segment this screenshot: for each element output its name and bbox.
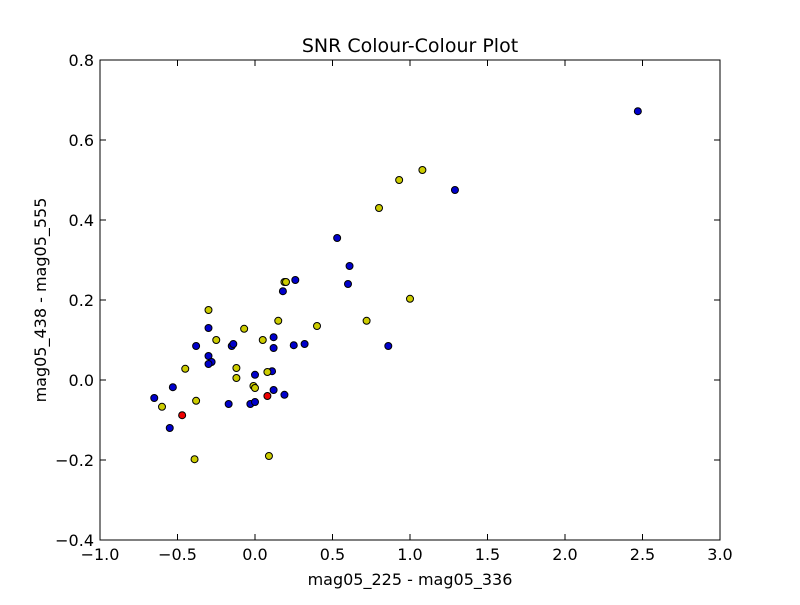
data-point [282, 278, 290, 286]
data-point [190, 455, 199, 464]
x-axis-label: mag05_225 - mag05_336 [308, 570, 513, 590]
y-axis-label: mag05_438 - mag05_555 [31, 198, 51, 403]
data-point [192, 396, 201, 405]
x-tick-label: 1.5 [475, 545, 500, 564]
x-tick-label: 0.5 [320, 545, 345, 564]
axis-ticks: −1.0 −0.5 0.0 0.5 1.0 1.5 2.0 2.5 3.0 −0.4 −0.2 0.0… [55, 51, 733, 564]
data-point [278, 287, 287, 296]
y-tick-label: 0.8 [69, 51, 94, 70]
data-point [212, 336, 221, 344]
data-point [406, 294, 414, 303]
data-point [229, 340, 238, 348]
data-point [240, 324, 249, 333]
data-point [192, 342, 201, 350]
data-point [313, 322, 321, 330]
data-point [263, 392, 272, 400]
plot-frame [99, 59, 721, 541]
data-point [280, 390, 289, 399]
x-tick-label: 2.0 [552, 545, 577, 564]
data-point [251, 398, 259, 406]
data-point [269, 386, 278, 394]
y-tick-label: 0.4 [69, 211, 94, 230]
data-point [263, 368, 272, 376]
data-point [333, 234, 342, 242]
data-point [345, 262, 354, 270]
data-point [289, 341, 298, 350]
data-point [375, 204, 383, 212]
data-point [158, 402, 166, 411]
x-tick-label: 1.0 [397, 545, 422, 564]
y-tick-label: 0.6 [69, 131, 94, 150]
data-points [150, 107, 642, 464]
data-point [269, 344, 278, 352]
data-point [264, 452, 273, 460]
data-point [251, 370, 259, 379]
x-tick-label: −1.0 [81, 545, 120, 564]
data-point [204, 324, 213, 332]
data-point [395, 176, 404, 184]
data-point [418, 166, 427, 174]
y-tick-label: 0.2 [69, 291, 94, 310]
x-tick-label: 3.0 [707, 545, 732, 564]
data-point [232, 364, 241, 372]
data-point [291, 276, 300, 284]
data-point [150, 394, 159, 402]
chart-title: SNR Colour-Colour Plot [302, 35, 518, 57]
data-point [269, 333, 278, 342]
y-tick-label: 0.0 [69, 371, 94, 390]
x-tick-label: 2.5 [630, 545, 655, 564]
data-point [362, 316, 371, 325]
x-tick-label: −0.5 [158, 545, 197, 564]
data-point [181, 364, 190, 373]
x-tick-label: 0.0 [242, 545, 267, 564]
data-point [168, 383, 177, 392]
data-point [384, 342, 393, 350]
data-point [633, 107, 642, 116]
data-point [165, 424, 174, 432]
data-point [344, 280, 352, 288]
data-point [204, 306, 213, 314]
data-point [274, 316, 283, 325]
data-point [232, 374, 241, 382]
data-point [224, 400, 233, 408]
data-point [258, 336, 267, 344]
data-point [178, 411, 187, 420]
data-point [450, 186, 459, 194]
y-tick-label: −0.2 [55, 451, 94, 470]
data-point [204, 360, 213, 368]
y-tick-label: −0.4 [55, 531, 94, 550]
data-point [300, 340, 309, 348]
data-point [251, 384, 259, 392]
